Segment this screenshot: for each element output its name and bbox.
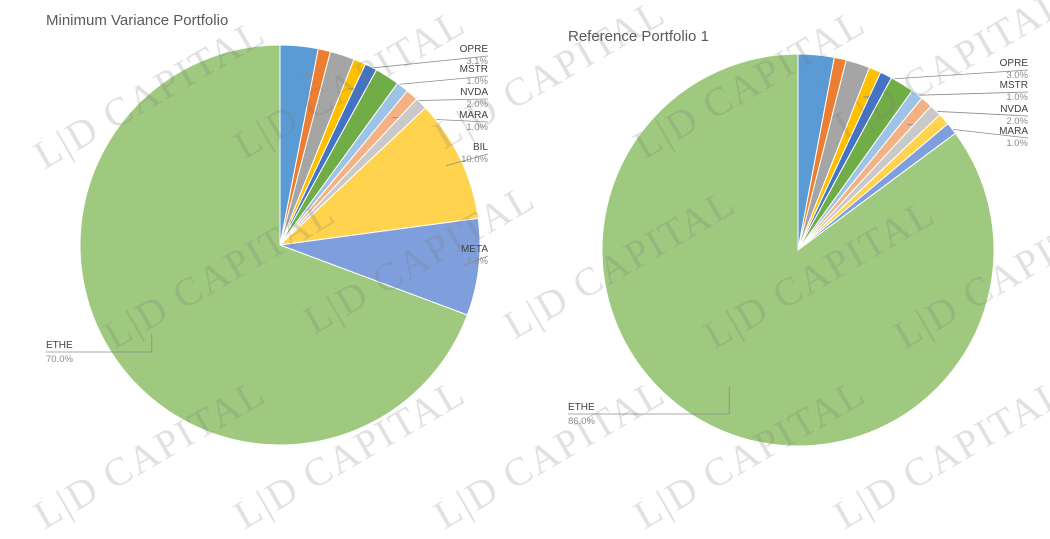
chart-title-minimum-variance: Minimum Variance Portfolio	[46, 12, 229, 29]
pie2-slice-ethe	[601, 53, 995, 447]
pie2-label-nvda: NVDA	[1000, 104, 1028, 115]
pie1-pct-mstr: 1.0%	[466, 76, 488, 87]
pie1-slice-meta	[279, 217, 481, 316]
pie2-leader-ethe	[568, 386, 730, 415]
pie2-label-opre: OPRE	[1000, 58, 1029, 69]
pie1-pct-opre: 3.1%	[466, 56, 488, 67]
pie2-pct-ethe: 86.0%	[568, 416, 595, 427]
pie1-label-bil: BIL	[473, 142, 488, 153]
pie1-label-mara: MARA	[459, 110, 488, 121]
pie-chart-minimum-variance: OPRE3.1%MSTR1.0%NVDA2.0%MARA1.0%BIL10.0%…	[46, 44, 1029, 447]
pie2-label-mstr: MSTR	[1000, 80, 1028, 91]
pie1-pct-nvda: 2.0%	[466, 99, 488, 110]
pie1-label-nvda: NVDA	[460, 87, 488, 98]
pie1-label-meta: META	[461, 244, 488, 255]
pie1-pct-ethe: 70.0%	[46, 354, 73, 365]
pie2-pct-mstr: 1.0%	[1006, 92, 1028, 103]
pie1-slice-bil	[278, 107, 479, 246]
pie1-label-opre: OPRE	[460, 44, 489, 55]
pie1-slice-ethe	[79, 44, 468, 446]
pie1-label-ethe: ETHE	[46, 340, 73, 351]
pie1-leader-ethe	[46, 333, 153, 353]
pie1-leader-meta	[462, 255, 489, 266]
pie1-leader-bil	[445, 153, 489, 167]
chart-title-reference-portfolio: Reference Portfolio 1	[568, 28, 709, 45]
pie2-pct-nvda: 2.0%	[1006, 116, 1028, 127]
pie2-label-ethe: ETHE	[568, 402, 595, 413]
pie1-pct-meta: 7.9%	[466, 256, 488, 267]
pie2-pct-mara: 1.0%	[1006, 138, 1028, 149]
pie1-pct-mara: 1.0%	[466, 122, 488, 133]
pie2-pct-opre: 3.0%	[1006, 70, 1028, 81]
pie1-pct-bil: 10.0%	[461, 154, 488, 165]
chart-area: Minimum Variance Portfolio Reference Por…	[26, 0, 1050, 538]
pie1-label-mstr: MSTR	[460, 64, 488, 75]
pie2-label-mara: MARA	[999, 126, 1028, 137]
